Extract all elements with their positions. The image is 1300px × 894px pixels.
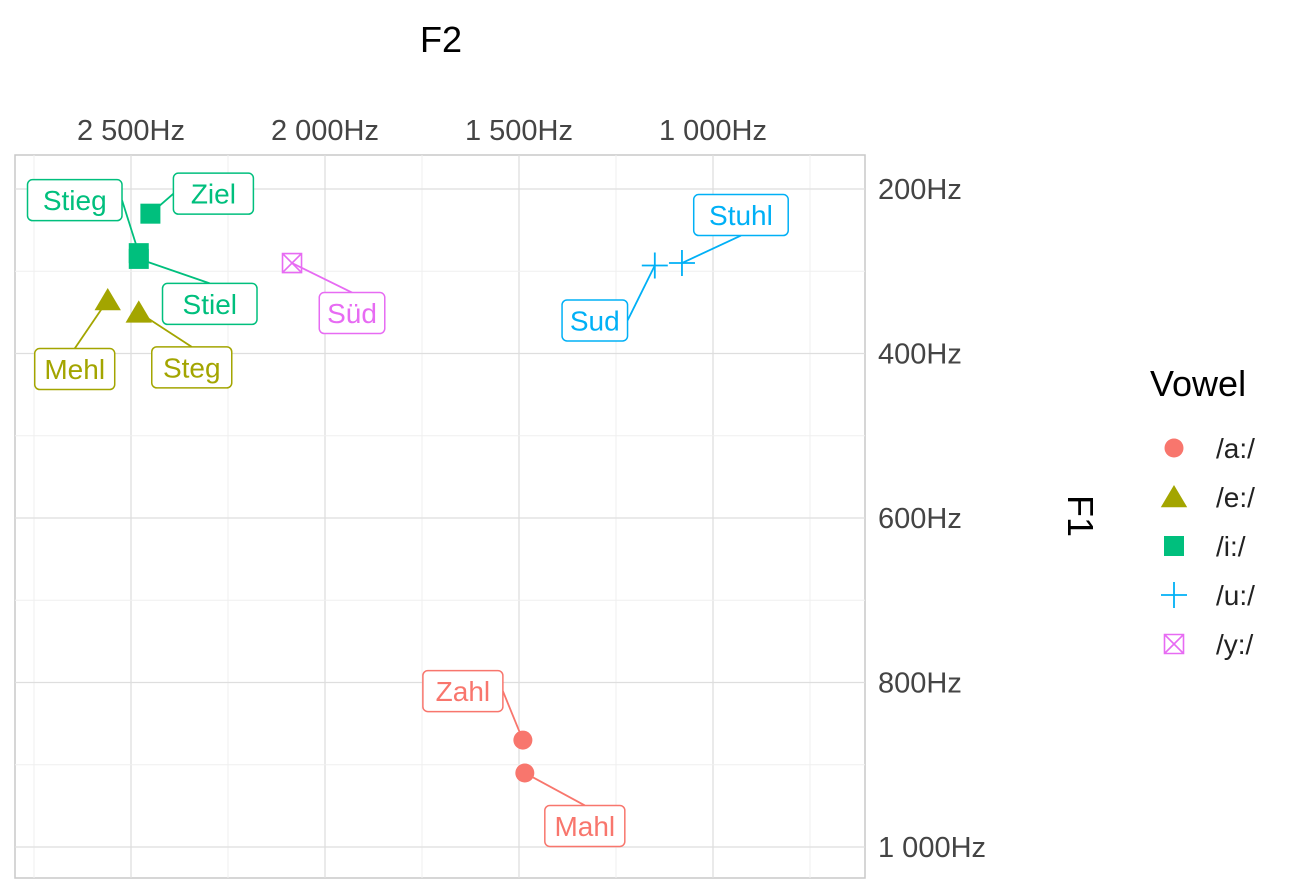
y-tick-label: 200Hz bbox=[878, 174, 962, 206]
legend-label: /u:/ bbox=[1216, 580, 1255, 611]
point-label-box bbox=[26, 178, 123, 222]
y-tick-label: 600Hz bbox=[878, 503, 962, 535]
legend-label: /a:/ bbox=[1216, 433, 1255, 464]
point-label: Zahl bbox=[436, 676, 490, 707]
label-connector bbox=[626, 265, 656, 321]
data-point bbox=[128, 248, 149, 269]
point-label-box bbox=[422, 669, 504, 713]
legend-label: /i:/ bbox=[1216, 531, 1246, 562]
point-label: Mahl bbox=[554, 811, 615, 842]
point-label-box bbox=[33, 347, 116, 391]
y-tick-label: 1 000Hz bbox=[878, 832, 986, 864]
data-point bbox=[281, 252, 303, 274]
point-label: Süd bbox=[327, 298, 377, 329]
point-label: Stiel bbox=[183, 289, 237, 320]
data-point bbox=[140, 203, 161, 224]
x-tick-label: 2 000Hz bbox=[271, 115, 379, 147]
data-point bbox=[668, 250, 695, 277]
legend-key-plus bbox=[1161, 582, 1187, 608]
data-point bbox=[94, 288, 121, 311]
label-connector bbox=[524, 772, 586, 807]
plot-panel bbox=[14, 154, 866, 879]
point-label: Stieg bbox=[43, 185, 107, 216]
point-label-box bbox=[151, 346, 233, 389]
y-tick-label: 800Hz bbox=[878, 668, 962, 700]
label-connector bbox=[138, 258, 211, 285]
legend-label: /e:/ bbox=[1216, 482, 1255, 513]
legend-key-triangle bbox=[1160, 485, 1188, 508]
point-label-box bbox=[172, 172, 255, 215]
point-label: Ziel bbox=[191, 179, 236, 210]
data-point bbox=[513, 730, 533, 750]
x-tick-label: 1 000Hz bbox=[659, 115, 767, 147]
point-label-box bbox=[318, 291, 386, 335]
y-axis-title: F1 bbox=[1060, 495, 1101, 537]
label-connector bbox=[681, 234, 742, 264]
x-axis-title: F2 bbox=[420, 19, 462, 60]
legend-key-boxed-x bbox=[1163, 633, 1185, 655]
legend-title: Vowel bbox=[1150, 363, 1246, 404]
legend-label: /y:/ bbox=[1216, 629, 1254, 660]
data-point bbox=[641, 252, 668, 279]
point-label-box bbox=[692, 193, 789, 237]
legend-key-square bbox=[1164, 536, 1184, 556]
point-label-box bbox=[544, 804, 626, 848]
point-label: Steg bbox=[163, 352, 221, 383]
y-tick-label: 400Hz bbox=[878, 339, 962, 371]
point-label-box bbox=[561, 299, 629, 342]
legend-key-circle bbox=[1164, 438, 1184, 458]
point-label: Mehl bbox=[44, 354, 105, 385]
point-label: Stuhl bbox=[709, 200, 773, 231]
x-tick-label: 1 500Hz bbox=[465, 115, 573, 147]
data-point bbox=[515, 763, 535, 783]
point-label-box bbox=[161, 282, 258, 326]
x-tick-label: 2 500Hz bbox=[77, 115, 185, 147]
point-label: Sud bbox=[570, 305, 620, 336]
data-point bbox=[125, 300, 152, 323]
